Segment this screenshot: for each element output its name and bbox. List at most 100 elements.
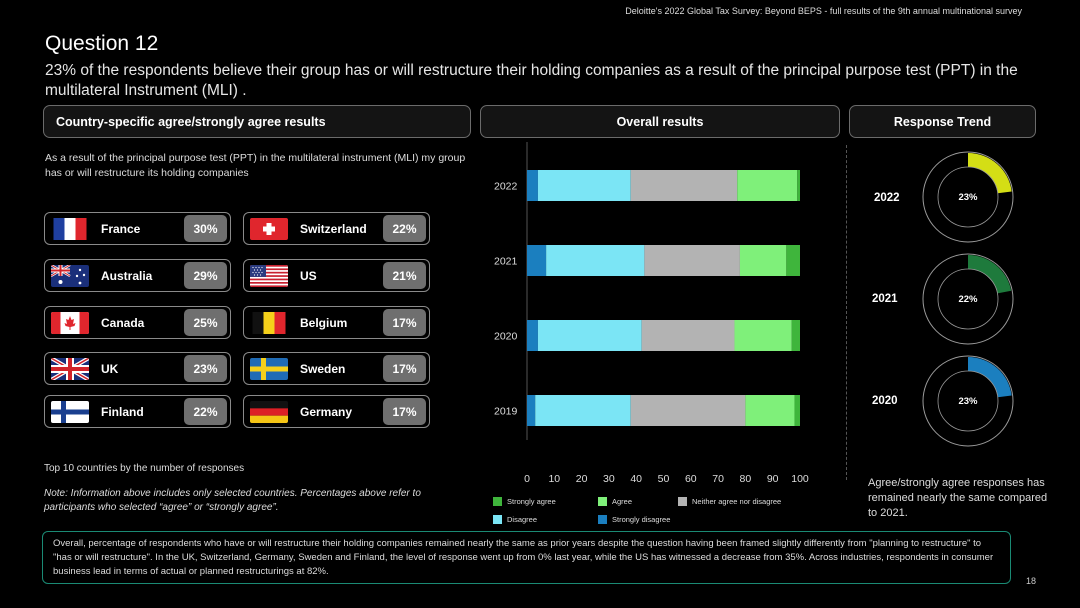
- country-percentage: 17%: [383, 398, 426, 425]
- donut-inner-ring: [937, 166, 999, 228]
- x-tick-label: 90: [767, 473, 779, 485]
- country-name: Finland: [101, 404, 144, 419]
- donut-inner-ring: [937, 268, 999, 330]
- donut-value-label: 23%: [958, 192, 978, 203]
- question-subtitle: 23% of the respondents believe their gro…: [45, 62, 1018, 99]
- country-name: Australia: [101, 268, 153, 283]
- australia-flag-icon: [51, 264, 89, 287]
- trend-donut-2021: 22%: [922, 253, 1014, 345]
- country-card-uk: UK 23%: [44, 352, 231, 385]
- country-card-us: US 21%: [243, 259, 430, 292]
- trend-year-2022: 2022: [874, 192, 900, 204]
- x-tick-label: 70: [712, 473, 724, 485]
- country-percentage: 22%: [184, 398, 227, 425]
- legend-item-neither: Neither agree nor disagree: [678, 497, 781, 506]
- selection-note: Note: Information above includes only se…: [44, 488, 421, 513]
- trend-year-2021: 2021: [872, 293, 898, 305]
- legend-swatch: [678, 497, 687, 506]
- country-name: France: [101, 221, 141, 236]
- country-panel-header: Country-specific agree/strongly agree re…: [43, 105, 471, 138]
- country-percentage: 17%: [383, 355, 426, 382]
- sweden-flag-icon: [250, 357, 288, 380]
- bar-segment: [734, 320, 792, 351]
- report-caption: Deloitte's 2022 Global Tax Survey: Beyon…: [625, 6, 1022, 16]
- trend-year-2020: 2020: [872, 395, 898, 407]
- legend-label: Strongly disagree: [612, 515, 671, 524]
- country-name: Germany: [300, 404, 353, 419]
- bar-segment: [791, 320, 800, 351]
- legend-swatch: [598, 497, 607, 506]
- country-percentage: 23%: [184, 355, 227, 382]
- y-tick-label: 2021: [494, 256, 518, 268]
- germany-flag-icon: [250, 400, 288, 423]
- country-card-germany: Germany 17%: [243, 395, 430, 428]
- country-name: Canada: [101, 315, 145, 330]
- legend-item-agree: Agree: [598, 497, 632, 506]
- bar-segment: [737, 170, 798, 201]
- donut-slice: [968, 255, 1012, 294]
- legend-swatch: [493, 515, 502, 524]
- legend-label: Agree: [612, 497, 633, 506]
- country-card-australia: Australia 29%: [44, 259, 231, 292]
- country-percentage: 21%: [383, 262, 426, 289]
- us-flag-icon: [250, 264, 288, 287]
- x-tick-label: 30: [603, 473, 615, 485]
- y-tick-label: 2022: [494, 181, 518, 193]
- legend-item-strongly-agree: Strongly agree: [493, 497, 556, 506]
- bar-segment: [797, 170, 800, 201]
- overall-results-chart: 2022 2021 2020 2019 0 10 20 30 40 50 60 70 80 90 100: [494, 142, 809, 485]
- country-percentage: 25%: [184, 309, 227, 336]
- trend-donut-2022: 23%: [922, 151, 1014, 243]
- x-tick-label: 20: [576, 473, 588, 485]
- bar-segment: [630, 395, 746, 426]
- donut-slice: [968, 153, 1012, 194]
- bar-segment: [630, 170, 738, 201]
- bar-segment: [535, 395, 631, 426]
- bar-segment: [794, 395, 800, 426]
- legend-label: Strongly agree: [507, 497, 556, 506]
- country-percentage: 29%: [184, 262, 227, 289]
- bar-segment: [641, 320, 735, 351]
- ppt-description: As a result of the principal purpose tes…: [45, 152, 466, 179]
- donut-inner-ring: [937, 370, 999, 432]
- legend-label: Neither agree nor disagree: [692, 497, 782, 506]
- page-number: 18: [1025, 576, 1036, 586]
- country-card-france: France 30%: [44, 212, 231, 245]
- bar-segment: [537, 170, 631, 201]
- x-tick-label: 100: [791, 473, 809, 485]
- x-tick-label: 50: [658, 473, 670, 485]
- country-name: Belgium: [300, 315, 348, 330]
- trend-divider: [846, 145, 847, 480]
- y-tick-label: 2020: [494, 331, 518, 343]
- bar-segment: [739, 245, 787, 276]
- x-tick-label: 0: [524, 473, 530, 485]
- uk-flag-icon: [51, 357, 89, 380]
- legend-swatch: [598, 515, 607, 524]
- summary-box: Overall, percentage of respondents who h…: [42, 531, 1011, 584]
- donut-slice: [968, 357, 1012, 398]
- legend-swatch: [493, 497, 502, 506]
- trend-note: Agree/strongly agree responses has remai…: [868, 477, 1048, 519]
- bar-segment: [527, 245, 547, 276]
- x-tick-label: 40: [630, 473, 642, 485]
- bar-segment: [745, 395, 795, 426]
- bar-segment: [527, 170, 538, 201]
- country-card-belgium: Belgium 17%: [243, 306, 430, 339]
- belgium-flag-icon: [250, 311, 288, 334]
- canada-flag-icon: [51, 311, 89, 334]
- country-percentage: 22%: [383, 215, 426, 242]
- country-name: UK: [101, 361, 119, 376]
- france-flag-icon: [51, 217, 89, 240]
- top10-note: Top 10 countries by the number of respon…: [44, 463, 245, 474]
- country-name: US: [300, 268, 317, 283]
- country-card-switzerland: Switzerland 22%: [243, 212, 430, 245]
- legend-label: Disagree: [507, 515, 538, 524]
- switzerland-flag-icon: [250, 217, 288, 240]
- trend-panel-header: Response Trend: [849, 105, 1036, 138]
- question-title: Question 12: [45, 32, 159, 55]
- finland-flag-icon: [51, 400, 89, 423]
- country-card-canada: Canada 25%: [44, 306, 231, 339]
- x-tick-label: 10: [548, 473, 560, 485]
- bar-segment: [546, 245, 645, 276]
- x-tick-label: 80: [740, 473, 752, 485]
